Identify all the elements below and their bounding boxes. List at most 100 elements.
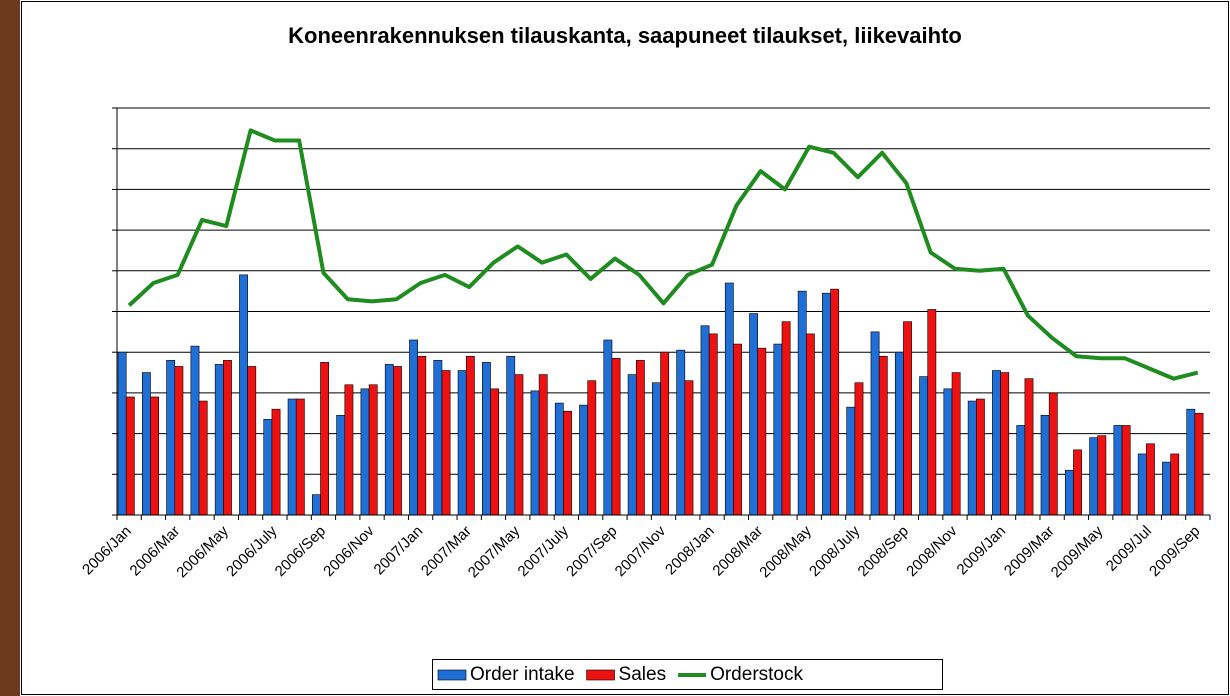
bar	[684, 380, 694, 516]
bar	[846, 406, 856, 516]
bar	[271, 408, 281, 516]
left-strip	[0, 0, 20, 696]
bar	[554, 402, 564, 516]
bar	[384, 364, 394, 516]
legend-label: Sales	[619, 664, 667, 685]
bar	[1073, 449, 1082, 516]
bar	[652, 382, 661, 516]
bar	[563, 410, 572, 516]
bar	[854, 382, 864, 516]
bar	[344, 384, 354, 516]
bar	[587, 380, 597, 516]
bar	[214, 364, 224, 516]
bar	[117, 351, 127, 516]
bar	[992, 370, 1001, 516]
bar	[660, 351, 670, 516]
line	[127, 128, 1199, 381]
bar	[538, 374, 548, 516]
bar	[141, 372, 151, 516]
chart-title: Koneenrakennuksen tilauskanta, saapuneet…	[288, 23, 962, 48]
bar	[239, 274, 248, 516]
bar	[1016, 425, 1026, 516]
bar	[482, 362, 491, 516]
bar	[465, 355, 475, 516]
bar	[530, 390, 540, 516]
bar	[287, 398, 297, 516]
bar	[1137, 453, 1147, 516]
bar	[579, 404, 588, 516]
bar	[409, 339, 418, 516]
bar	[190, 345, 200, 516]
bar	[635, 360, 645, 516]
bar	[976, 398, 985, 516]
bar	[943, 388, 953, 516]
bar	[903, 321, 912, 516]
legend-label: Orderstock	[710, 664, 803, 685]
bar	[676, 349, 686, 516]
bar	[1162, 461, 1171, 516]
bar	[1097, 435, 1107, 516]
bar	[749, 313, 759, 516]
bar	[951, 372, 961, 516]
bar	[433, 360, 443, 516]
bar	[1064, 469, 1074, 516]
bar	[295, 398, 305, 516]
bar	[441, 370, 451, 516]
bar	[805, 333, 815, 516]
bar	[263, 419, 273, 516]
bar	[166, 360, 176, 516]
bar	[700, 325, 710, 516]
bar	[198, 400, 208, 516]
bar	[733, 343, 742, 516]
bar	[125, 396, 135, 516]
bar	[1048, 392, 1058, 516]
bar	[724, 282, 734, 516]
bar	[417, 355, 427, 516]
bar	[919, 376, 929, 516]
bar	[506, 355, 516, 516]
bar	[1113, 425, 1123, 516]
bar	[1170, 453, 1180, 516]
bar	[223, 360, 232, 516]
bar	[708, 333, 718, 516]
bar	[781, 321, 791, 516]
bar	[1121, 425, 1131, 516]
bar	[490, 388, 500, 516]
bar	[514, 374, 524, 516]
bar	[894, 351, 904, 516]
bar	[757, 347, 767, 516]
bar	[360, 388, 370, 516]
bar	[773, 343, 783, 516]
bar	[150, 396, 159, 516]
bar	[174, 366, 184, 516]
legend-swatch	[586, 669, 615, 681]
bar	[247, 366, 257, 516]
bar	[312, 494, 321, 516]
bar	[830, 288, 840, 516]
legend-label: Order intake	[470, 664, 575, 685]
bar	[878, 355, 888, 516]
bar	[603, 339, 613, 516]
bar	[1089, 437, 1099, 516]
bar	[1146, 443, 1155, 516]
bar	[1000, 372, 1010, 516]
bar	[393, 366, 402, 516]
chart-frame	[21, 1, 1229, 695]
bar	[870, 331, 880, 516]
bar	[320, 362, 330, 516]
bar	[1024, 378, 1034, 516]
bar	[797, 290, 807, 516]
bar	[336, 414, 346, 516]
bar	[368, 384, 378, 516]
bar	[1040, 414, 1050, 516]
legend-swatch	[437, 669, 467, 681]
bar	[927, 309, 937, 516]
bar	[1186, 408, 1196, 516]
bar	[457, 370, 467, 516]
bar	[1194, 412, 1204, 516]
bar	[627, 374, 637, 516]
bar	[967, 400, 977, 516]
bar	[611, 358, 621, 516]
